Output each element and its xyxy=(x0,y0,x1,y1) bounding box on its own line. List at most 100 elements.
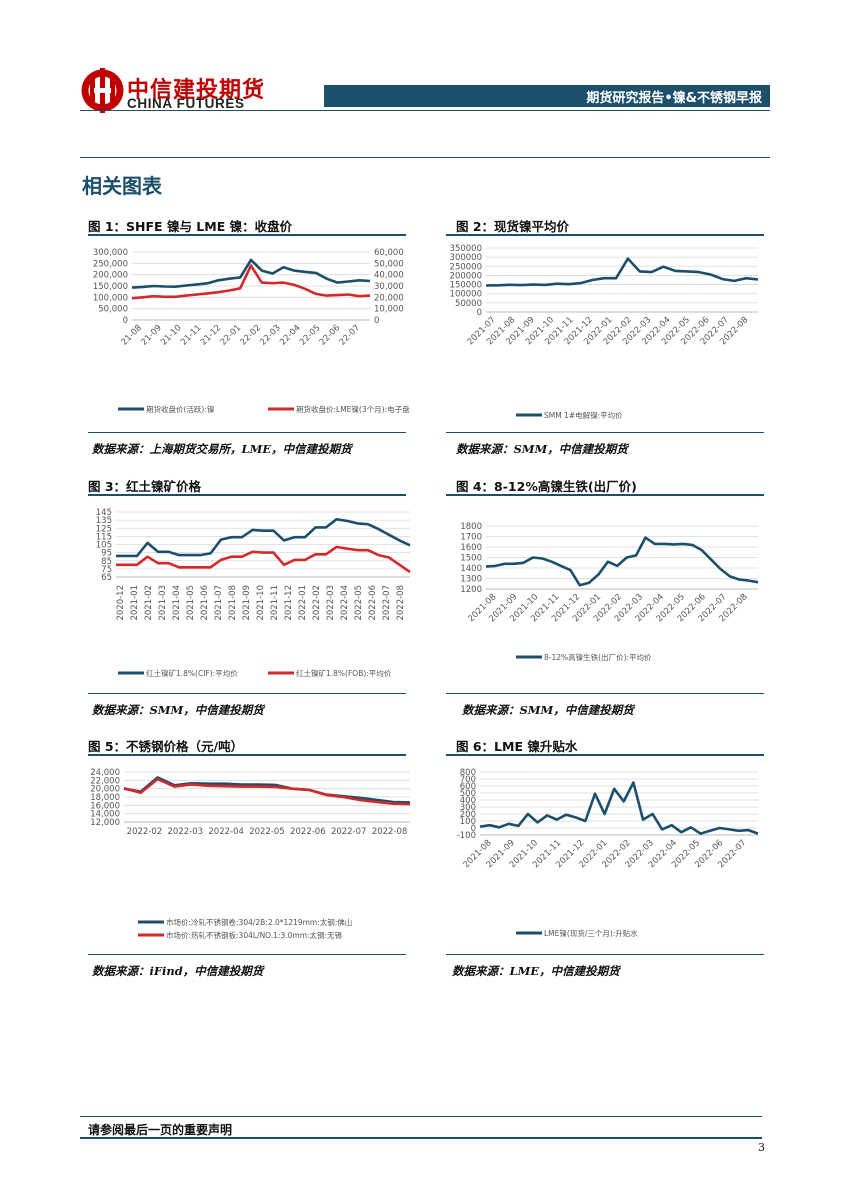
fig3-ytick-label: 75 xyxy=(101,565,112,575)
report-title: 期货研究报告•镍&不锈钢早报 xyxy=(586,91,762,106)
fig5-chart: 24,00022,00020,00018,00016,00014,00012,0… xyxy=(90,768,411,940)
fig2-legend-label: SMM 1#电解镍:平均价 xyxy=(544,410,623,420)
fig4-ytick-label: 1700 xyxy=(460,533,482,543)
fig3-xtick-label: 2022-01 xyxy=(298,585,308,621)
fig6-bottom-rule xyxy=(446,954,764,955)
fig3-xtick-label: 2022-06 xyxy=(368,585,378,621)
fig1-series-line-0 xyxy=(131,258,371,289)
brand-name-en: CHINA FUTURES xyxy=(127,96,245,111)
fig5-legend-label: 市场价:冷轧不锈钢卷:304/2B:2.0*1219mm:太钢:佛山 xyxy=(166,917,352,927)
header-divider xyxy=(80,110,770,111)
fig4-legend-label: 8-12%高镍生铁(出厂价):平均价 xyxy=(544,652,652,662)
fig3-xtick-label: 2020-12 xyxy=(116,585,126,621)
fig2-ytick-label: 100000 xyxy=(450,290,482,300)
fig6-ytick-label: 700 xyxy=(460,775,476,785)
fig3-xtick-label: 2021-07 xyxy=(214,585,224,621)
fig1-xtick-label: 22-04 xyxy=(278,323,303,348)
fig5-title: 图 5：不锈钢价格（元/吨） xyxy=(88,739,244,754)
fig2-ytick-label: 350000 xyxy=(450,244,482,254)
fig1-ytick-label: 250,000 xyxy=(93,259,128,269)
fig3-rule xyxy=(88,494,406,496)
fig2-ytick-label: 150000 xyxy=(450,281,482,291)
fig1-ytick-label: 100,000 xyxy=(93,293,128,303)
fig6-ytick-label: 300 xyxy=(460,803,476,813)
fig4-ytick-label: 1500 xyxy=(460,554,482,564)
fig1-rule xyxy=(88,234,406,236)
fig3-xtick-label: 2022-03 xyxy=(326,585,336,621)
fig3-xtick-label: 2022-08 xyxy=(396,585,406,621)
fig4-ytick-label: 1200 xyxy=(460,585,482,595)
fig1-xtick-label: 22-03 xyxy=(258,323,283,348)
fig2-ytick-label: 250000 xyxy=(450,262,482,272)
fig3-xtick-label: 2021-01 xyxy=(130,585,140,621)
report-title-bar: 期货研究报告•镍&不锈钢早报 xyxy=(324,85,770,107)
fig3-source: 数据来源：SMM，中信建投期货 xyxy=(92,703,264,717)
fig4-source: 数据来源：SMM，中信建投期货 xyxy=(462,703,634,717)
fig6-ytick-label: 800 xyxy=(460,768,476,778)
citic-logo-icon xyxy=(81,68,124,113)
fig5-ytick-label: 16,000 xyxy=(90,801,120,811)
fig3-series-line-1 xyxy=(116,545,411,574)
fig3-ytick-label: 135 xyxy=(96,516,112,526)
fig2-series-line-0 xyxy=(485,257,759,287)
page-number: 3 xyxy=(758,1141,765,1154)
fig2-bottom-rule xyxy=(446,432,764,433)
fig2-ytick-label: 50000 xyxy=(455,299,482,309)
fig5-series-line-1 xyxy=(123,777,411,806)
fig6-ytick-label: 500 xyxy=(460,789,476,799)
fig6-ytick-label: -100 xyxy=(457,831,476,841)
fig1-legend-label: 期货收盘价:LME镍(3个月):电子盘 xyxy=(296,404,410,414)
fig2-chart: 3500003000002500002000001500001000005000… xyxy=(450,244,759,420)
fig5-bottom-rule xyxy=(88,954,406,955)
fig3-xtick-label: 2021-12 xyxy=(284,585,294,621)
fig1-xtick-label: 22-05 xyxy=(298,323,323,348)
fig5-ytick-label: 18,000 xyxy=(90,793,120,803)
fig3-xtick-label: 2021-03 xyxy=(158,585,168,621)
fig2-source: 数据来源：SMM，中信建投期货 xyxy=(456,442,628,456)
fig6-source: 数据来源：LME，中信建投期货 xyxy=(452,964,620,978)
fig1-xtick-label: 21-11 xyxy=(179,323,204,348)
fig5-ytick-label: 12,000 xyxy=(90,818,120,828)
fig1-xtick-label: 21-09 xyxy=(139,323,164,348)
fig1-y2tick-label: 20,000 xyxy=(374,293,404,303)
fig3-xtick-label: 2021-06 xyxy=(200,585,210,621)
fig3-title: 图 3：红土镍矿价格 xyxy=(88,479,202,494)
fig3-ytick-label: 85 xyxy=(101,557,112,567)
fig6-ytick-label: 200 xyxy=(460,810,476,820)
fig6-series-line-0 xyxy=(479,781,759,835)
fig1-series-line-1 xyxy=(131,264,371,300)
section-title: 相关图表 xyxy=(82,174,162,198)
fig6-title: 图 6：LME 镍升贴水 xyxy=(456,739,578,754)
fig6-rule xyxy=(446,754,764,756)
fig1-title: 图 1：SHFE 镍与 LME 镍：收盘价 xyxy=(88,219,293,234)
fig1-ytick-label: 200,000 xyxy=(93,271,128,281)
footer-divider-bottom xyxy=(80,1137,762,1139)
fig6-chart: 8007006005004003002001000-1002021-082021… xyxy=(457,768,759,938)
fig4-ytick-label: 1800 xyxy=(460,522,482,532)
fig4-bottom-rule xyxy=(446,693,764,694)
fig1-xtick-label: 22-06 xyxy=(318,323,343,348)
fig3-xtick-label: 2021-09 xyxy=(242,585,252,621)
fig3-ytick-label: 125 xyxy=(96,524,112,534)
fig1-source: 数据来源：上海期货交易所，LME，中信建投期货 xyxy=(92,442,352,456)
fig3-series-line-0 xyxy=(116,517,411,558)
fig1-y2tick-label: 40,000 xyxy=(374,271,404,281)
fig5-ytick-label: 22,000 xyxy=(90,776,120,786)
footer-divider xyxy=(80,1116,762,1117)
fig1-xtick-label: 22-07 xyxy=(338,323,363,348)
fig4-ytick-label: 1300 xyxy=(460,575,482,585)
fig1-xtick-label: 21-12 xyxy=(199,323,224,348)
fig1-xtick-label: 22-02 xyxy=(238,323,263,348)
fig1-y2tick-label: 60,000 xyxy=(374,248,404,258)
fig3-legend-label: 红土镍矿1.8%(CIF):平均价 xyxy=(146,668,238,678)
fig5-ytick-label: 14,000 xyxy=(90,810,120,820)
fig2-ytick-label: 200000 xyxy=(450,271,482,281)
fig1-ytick-label: 0 xyxy=(123,316,128,326)
fig5-rule xyxy=(88,754,406,756)
fig5-xtick-label: 2022-05 xyxy=(249,827,285,837)
fig3-ytick-label: 105 xyxy=(96,541,112,551)
fig1-ytick-label: 300,000 xyxy=(93,248,128,258)
fig6-ytick-label: 400 xyxy=(460,796,476,806)
fig3-xtick-label: 2021-04 xyxy=(172,585,182,621)
